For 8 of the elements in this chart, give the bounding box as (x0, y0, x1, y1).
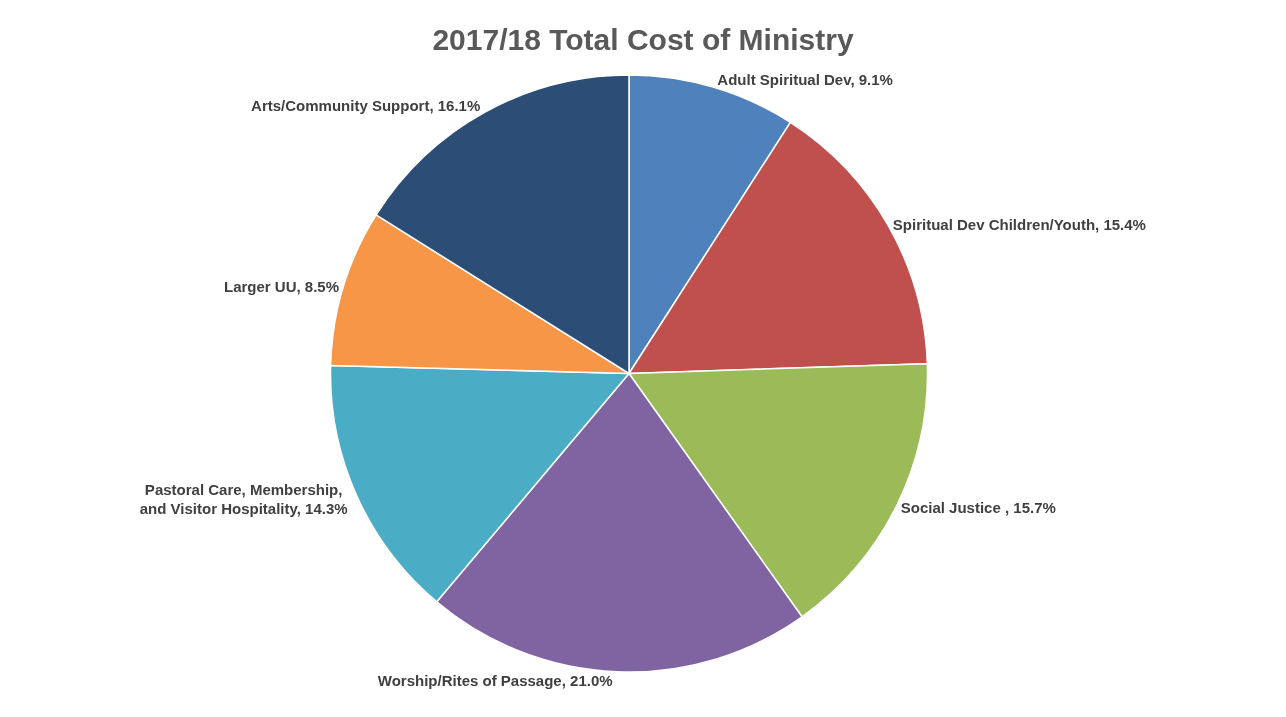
slice-label: Larger UU, 8.5% (223, 277, 340, 295)
slice-label: Arts/Community Support, 16.1% (251, 97, 481, 115)
slice-label: Adult Spiritual Dev, 9.1% (717, 70, 893, 88)
chart-title: 2017/18 Total Cost of Ministry (432, 22, 854, 56)
slice-label: Social Justice , 15.7% (900, 499, 1056, 517)
slice-label: Pastoral Care, Membership, and Visitor Hospitality, 14.3% (139, 480, 348, 518)
slice-label: Spiritual Dev Children/Youth, 15.4% (892, 215, 1146, 233)
slice-label: Worship/Rites of Passage, 21.0% (377, 671, 613, 689)
